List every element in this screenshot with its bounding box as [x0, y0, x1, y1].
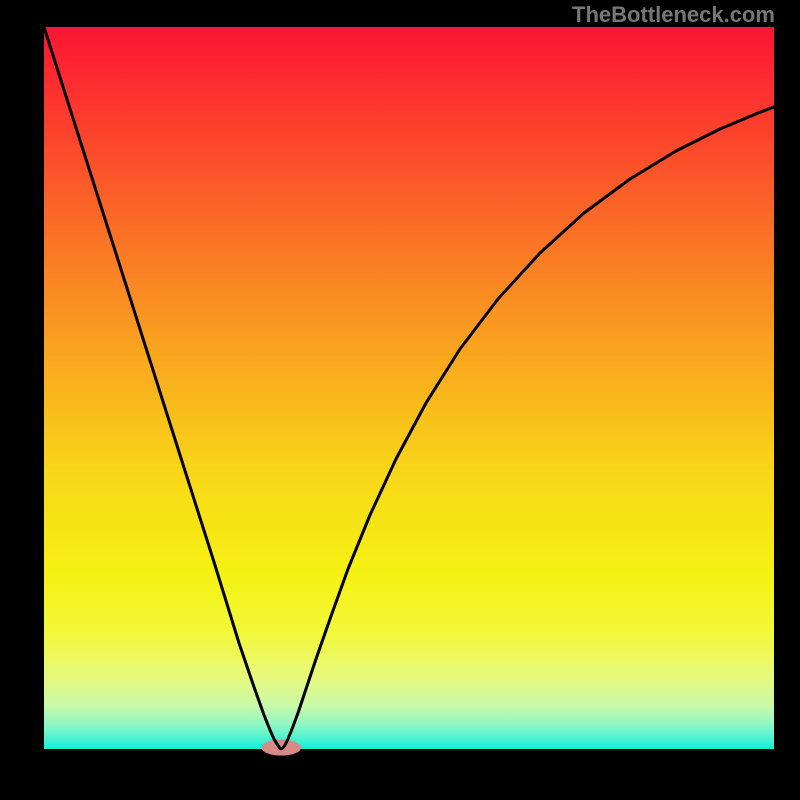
chart-frame-svg — [0, 0, 800, 800]
watermark-text: TheBottleneck.com — [572, 2, 775, 28]
plot-background — [44, 27, 774, 749]
chart-container: TheBottleneck.com — [0, 0, 800, 800]
